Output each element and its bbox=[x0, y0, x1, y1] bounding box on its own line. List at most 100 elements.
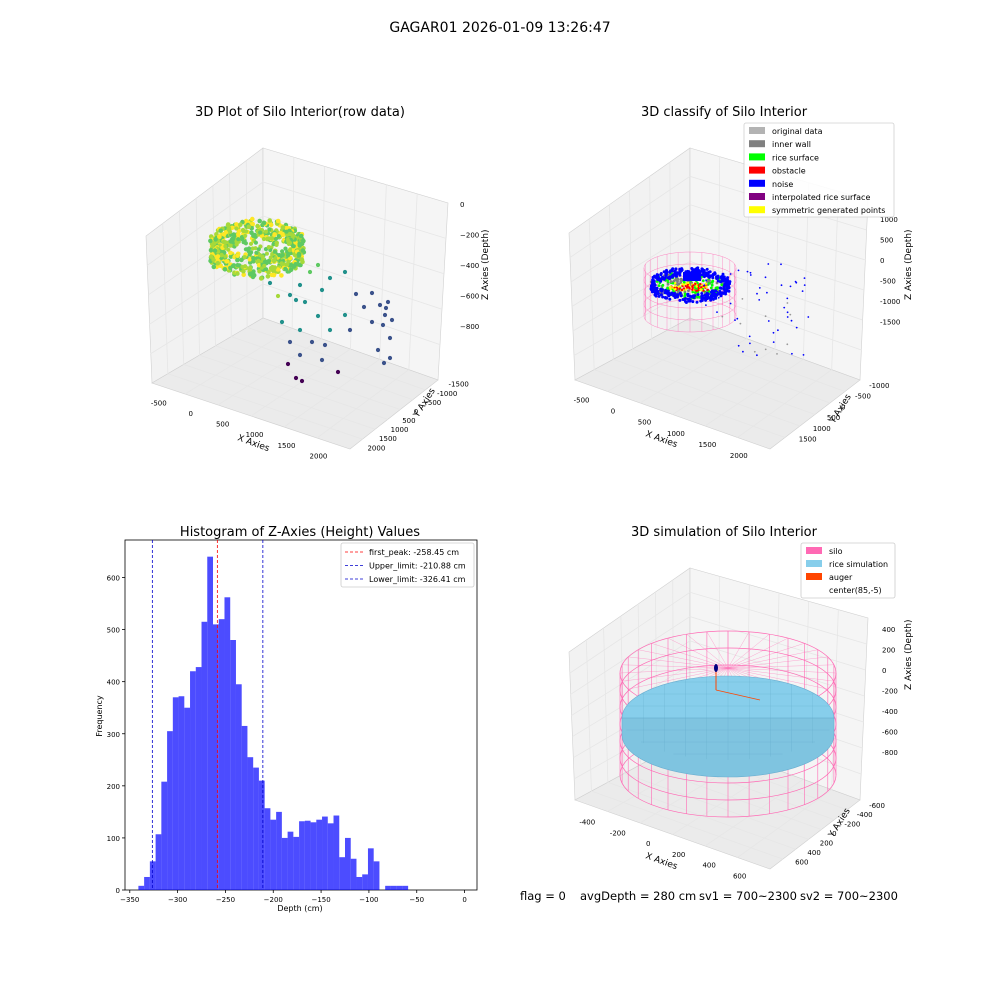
classify-ytick: 0 bbox=[841, 403, 845, 411]
raw-point bbox=[279, 273, 284, 278]
classify-point bbox=[669, 287, 672, 291]
classify-point bbox=[686, 281, 690, 285]
raw-point bbox=[309, 339, 315, 345]
raw-point bbox=[218, 228, 223, 233]
classify-point bbox=[742, 350, 744, 353]
footer-status: flag = 0 avgDepth = 280 cm sv1 = 700~230… bbox=[520, 889, 898, 903]
raw-point bbox=[275, 293, 281, 299]
classify-point bbox=[786, 343, 789, 346]
classify-point bbox=[680, 288, 684, 292]
raw-point bbox=[327, 275, 333, 281]
classify-point bbox=[664, 290, 668, 294]
simulation-center-marker bbox=[714, 664, 718, 672]
classify-point bbox=[700, 288, 703, 291]
classify-point bbox=[680, 267, 684, 271]
simulation-silo-roof bbox=[628, 667, 729, 690]
classify-point bbox=[705, 279, 707, 282]
histogram-ylabel: Frequency bbox=[95, 695, 104, 737]
raw-point bbox=[247, 252, 252, 257]
histogram-legend: first_peak: -258.45 cm Upper_limit: -210.… bbox=[340, 542, 475, 588]
histogram-ytick: 0 bbox=[116, 887, 120, 895]
histogram-bar bbox=[327, 823, 334, 890]
histogram-xtick: −50 bbox=[409, 896, 424, 904]
classify-point bbox=[709, 298, 713, 302]
classify-legend-label: interpolated rice surface bbox=[772, 193, 870, 202]
classify-point bbox=[659, 287, 663, 291]
classify-point bbox=[675, 293, 679, 297]
classify-box-grid-y bbox=[669, 162, 846, 392]
histogram-bar bbox=[178, 696, 185, 890]
simulation-silo-roof bbox=[727, 634, 770, 669]
classify-point bbox=[695, 285, 698, 288]
raw-point bbox=[221, 232, 227, 237]
classify-point bbox=[756, 354, 758, 357]
histogram-bar bbox=[224, 597, 231, 890]
simulation-legend-label: silo bbox=[829, 547, 843, 556]
raw-point bbox=[265, 274, 271, 279]
classify-point bbox=[764, 315, 767, 318]
classify-ztick: 0 bbox=[880, 257, 884, 265]
raw-point bbox=[250, 221, 255, 227]
classify-point bbox=[737, 269, 740, 272]
raw-xtick: -500 bbox=[151, 399, 167, 407]
raw-point bbox=[256, 258, 261, 263]
simulation-silo-roof bbox=[706, 631, 729, 669]
classify-legend-swatch bbox=[749, 206, 765, 214]
histogram-ytick: 600 bbox=[107, 575, 120, 583]
classify-point bbox=[786, 316, 789, 318]
simulation-silo-roof bbox=[727, 664, 834, 669]
histogram-bar bbox=[230, 640, 236, 890]
histogram-legend-frame bbox=[340, 542, 475, 588]
classify-point bbox=[716, 274, 720, 278]
classify-point bbox=[695, 289, 698, 293]
raw-point bbox=[267, 227, 272, 232]
classify-point bbox=[706, 292, 710, 296]
simulation-box-grid-y bbox=[637, 603, 822, 830]
classify-point bbox=[669, 280, 673, 283]
raw-xtick: 1000 bbox=[246, 431, 264, 439]
classify-point bbox=[764, 348, 767, 351]
raw-point bbox=[217, 234, 222, 239]
classify-legend-swatch bbox=[749, 127, 765, 134]
raw-point bbox=[276, 234, 281, 239]
raw-point bbox=[246, 224, 252, 229]
simulation-ztick: 200 bbox=[882, 647, 895, 655]
classify-point bbox=[653, 293, 657, 297]
classify-point bbox=[711, 291, 714, 293]
simulation-legend-swatch bbox=[806, 573, 822, 580]
raw-point bbox=[287, 240, 293, 246]
classify-point bbox=[706, 295, 710, 299]
classify-point bbox=[692, 284, 695, 287]
classify-ytick: -500 bbox=[855, 393, 871, 401]
classify-point bbox=[728, 282, 731, 286]
simulation-box-grid-y bbox=[585, 639, 783, 860]
simulation-ztick: 400 bbox=[882, 626, 895, 634]
simulation-ytick: 600 bbox=[795, 858, 808, 866]
histogram-bar bbox=[281, 837, 288, 890]
histogram-bar bbox=[287, 831, 294, 890]
classify-point bbox=[703, 296, 707, 300]
histogram-bar bbox=[253, 767, 259, 890]
classify-point bbox=[687, 299, 691, 303]
classify-point bbox=[699, 282, 702, 286]
raw-point bbox=[270, 267, 275, 272]
classify-point bbox=[748, 335, 751, 338]
classify-point bbox=[682, 287, 686, 290]
classify-point bbox=[705, 304, 707, 306]
raw-xtick: 0 bbox=[188, 410, 192, 418]
footer-avg-depth: avgDepth = 280 cm bbox=[580, 889, 696, 903]
raw-box-grid-x bbox=[316, 193, 418, 439]
raw-ytick: 500 bbox=[402, 417, 415, 425]
raw-point bbox=[287, 292, 293, 298]
histogram-bar bbox=[264, 808, 271, 890]
classify-point bbox=[678, 273, 682, 277]
histogram-bar bbox=[373, 861, 380, 890]
raw-point bbox=[385, 299, 391, 305]
classify-point bbox=[719, 286, 723, 290]
simulation-xtick: 600 bbox=[733, 872, 746, 880]
classify-point bbox=[739, 322, 742, 325]
histogram-bar bbox=[155, 834, 162, 890]
raw-point bbox=[247, 271, 253, 277]
classify-point bbox=[678, 285, 681, 288]
classify-point bbox=[720, 279, 724, 283]
